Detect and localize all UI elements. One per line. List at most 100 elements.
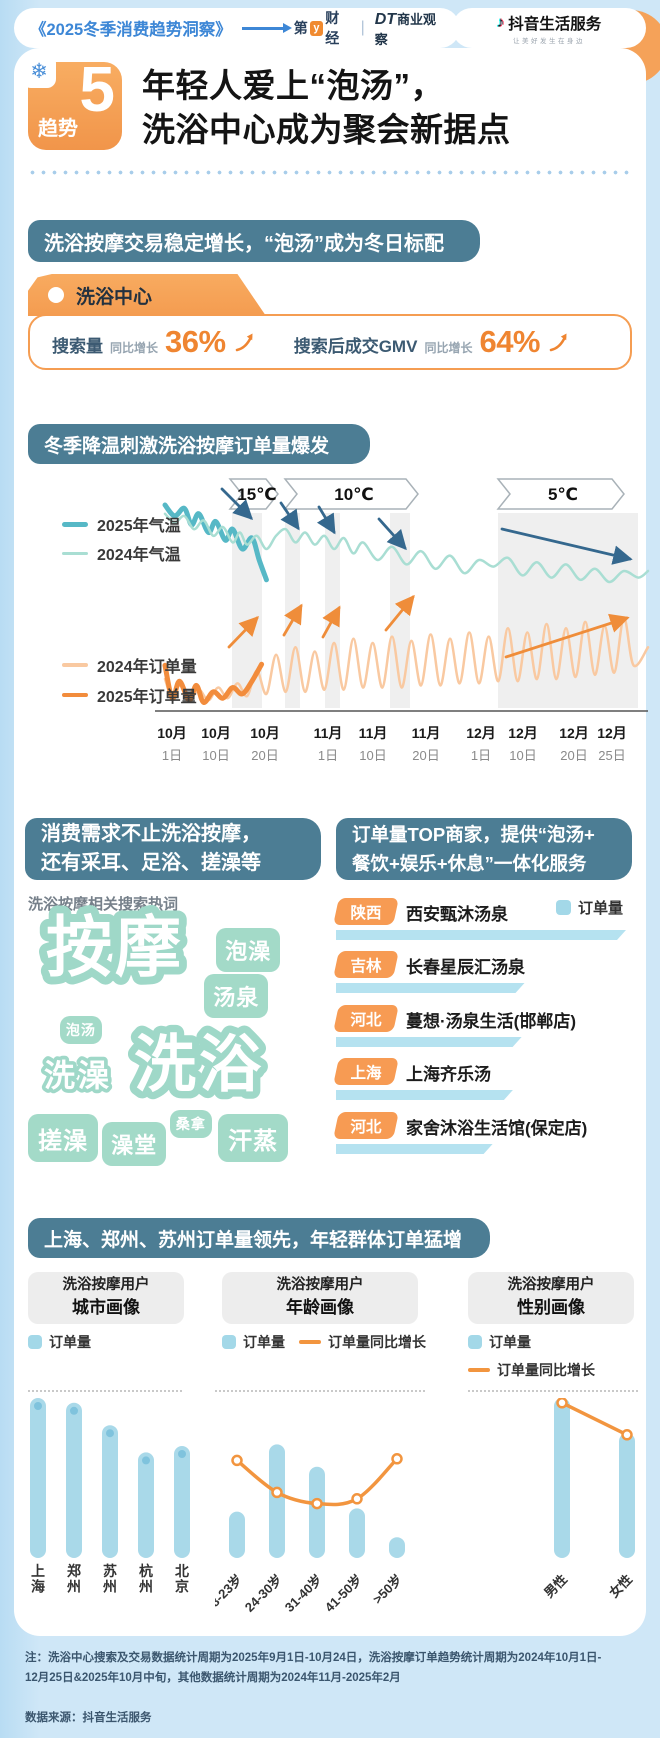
age-legend-row: 订单量 订单量同比增长 xyxy=(222,1332,426,1352)
stat-label: 搜索后成交GMV xyxy=(293,337,418,356)
trend-badge: 趋势 5 xyxy=(28,53,122,150)
bar-cap-dot xyxy=(178,1450,186,1458)
panel-title-line1: 洗浴按摩用户 xyxy=(62,1277,150,1294)
page-title: 年轻人爱上“泡汤”， 洗浴中心成为聚会新据点 xyxy=(142,64,511,152)
growth-marker xyxy=(391,1453,403,1465)
legend-label: 2025年订单量 xyxy=(97,689,197,706)
bar-31-40岁 xyxy=(309,1466,325,1558)
legend-label: 2025年气温 xyxy=(97,518,181,535)
city-legend-bar: 订单量 xyxy=(28,1332,91,1352)
trend-badge-number: 5 xyxy=(79,53,115,125)
bar-杭州 xyxy=(138,1452,154,1558)
growth-marker xyxy=(556,1398,568,1409)
legend-label: 订单量 xyxy=(489,1334,531,1350)
panel-title-line1: 洗浴按摩用户 xyxy=(507,1277,595,1294)
category-label: 24-30岁 xyxy=(242,1572,285,1615)
x-tick-day: 20日 xyxy=(251,748,278,763)
dt-logo-rest: 商业观察 xyxy=(374,11,437,47)
category-label: 18-23岁 xyxy=(215,1572,245,1615)
category-label: 女性 xyxy=(606,1572,635,1601)
bar-上海 xyxy=(30,1398,46,1558)
wordcloud-word-泡汤: 泡汤 xyxy=(60,1016,102,1044)
report-title: 《2025冬季消费趋势洞察》 xyxy=(30,21,232,39)
panel-title-line1: 洗浴按摩用户 xyxy=(276,1277,364,1294)
merchant-name: 蔓想·汤泉生活(邯郸店) xyxy=(406,1012,576,1031)
cbn-logo-text2: 财经 xyxy=(325,10,340,46)
category-label: 郑州 xyxy=(66,1563,81,1595)
stat-label: 搜索量 xyxy=(52,337,103,356)
x-tick-month: 12月 xyxy=(466,725,496,741)
x-tick-month: 12月 xyxy=(508,725,538,741)
stat-gmv: 搜索后成交GMV 同比增长 64% xyxy=(293,324,541,360)
needs-heading-line1: 消费需求不止洗浴按摩， xyxy=(41,823,261,845)
needs-heading-line2: 还有采耳、足浴、搓澡等 xyxy=(41,852,261,874)
merchant-region-label: 陕西 xyxy=(350,904,382,922)
merchant-region-label: 吉林 xyxy=(350,957,382,975)
section-heading-city: 上海、郑州、苏州订单量领先，年轻群体订单猛增 xyxy=(28,1218,490,1258)
bar-41-50岁 xyxy=(349,1508,365,1558)
temperature-markers: 15℃ 10℃ 5℃ xyxy=(228,478,625,510)
x-tick-month: 10月 xyxy=(157,725,187,741)
douyin-logo-text: 抖音生活服务 xyxy=(508,15,602,33)
panel-title-gender: 洗浴按摩用户 性别画像 xyxy=(468,1272,634,1324)
footer-source: 数据来源：抖音生活服务 xyxy=(25,1712,152,1724)
growth-marker xyxy=(271,1486,283,1499)
wordcloud-word-汤泉: 汤泉 xyxy=(204,974,269,1019)
merchant-region-label: 上海 xyxy=(350,1064,382,1082)
merchant-order-bar xyxy=(336,1037,522,1047)
panel-title-line2: 城市画像 xyxy=(72,1298,140,1318)
merchant-name: 西安甄沐汤泉 xyxy=(406,905,508,924)
wordcloud-text: 洗浴 xyxy=(134,1030,264,1099)
category-label: 杭州 xyxy=(138,1563,153,1595)
stats-card: 搜索量 同比增长 36% 搜索后成交GMV 同比增长 64% xyxy=(28,314,632,370)
dotted-separator xyxy=(30,170,630,175)
growth-marker xyxy=(311,1497,323,1510)
legend-order-2024: 2024年订单量 xyxy=(62,653,197,677)
category-label: 31-40岁 xyxy=(282,1572,325,1615)
legend-line-swatch xyxy=(62,663,88,667)
panel-title-age: 洗浴按摩用户 年龄画像 xyxy=(222,1272,418,1324)
trend-badge-label: 趋势 xyxy=(38,118,78,140)
x-tick-day: 1日 xyxy=(318,748,338,763)
gender-legend-line: 订单量同比增长 xyxy=(468,1360,595,1380)
stat-value: 64% xyxy=(479,324,540,359)
category-label: 苏州 xyxy=(102,1563,117,1595)
merchant-order-bar xyxy=(336,983,525,993)
merchant-legend: 订单量 xyxy=(556,897,623,918)
merchant-order-bar xyxy=(336,1090,513,1100)
bar-24-30岁 xyxy=(269,1444,285,1558)
douyin-slogan: 让美好发生在身边 xyxy=(513,37,585,45)
wordcloud-word-洗澡: 洗澡 xyxy=(40,1055,112,1097)
legend-line-swatch xyxy=(299,1339,321,1345)
topbar-right: ♪ 抖音生活服务 让美好发生在身边 xyxy=(452,8,646,48)
category-label: 41-50岁 xyxy=(322,1572,365,1615)
x-tick-day: 1日 xyxy=(162,748,182,763)
dt-logo-bold: DT xyxy=(374,10,397,28)
wordcloud-subtitle: 洗浴按摩相关搜索热词 xyxy=(28,896,179,913)
temp-marker-15: 15℃ xyxy=(237,485,277,504)
bar-cap-dot xyxy=(106,1429,114,1438)
merchant-region-tag: 吉林 xyxy=(336,951,396,978)
order-rise-arrows xyxy=(227,594,630,659)
wordcloud-text: 按摩 xyxy=(46,910,184,984)
x-tick-month: 12月 xyxy=(597,725,627,741)
category-label: 上海 xyxy=(31,1563,45,1595)
panel-title-city: 洗浴按摩用户 城市画像 xyxy=(28,1272,184,1324)
wordcloud-word-汗蒸: 汗蒸 xyxy=(218,1114,289,1163)
legend-label: 订单量同比增长 xyxy=(497,1362,595,1378)
category-label: >50岁 xyxy=(370,1572,405,1607)
merchant-order-bar xyxy=(336,1144,493,1154)
merchant-name: 上海齐乐汤 xyxy=(406,1065,491,1084)
wordcloud-text: 洗澡 xyxy=(44,1059,112,1094)
logo-divider: | xyxy=(360,19,365,36)
merchant-name: 家舍沐浴生活馆(保定店) xyxy=(406,1119,588,1138)
panel-separator xyxy=(28,1390,182,1392)
growth-marker xyxy=(231,1454,243,1467)
legend-line-swatch xyxy=(468,1367,490,1373)
panel-separator xyxy=(468,1390,638,1392)
legend-line-swatch xyxy=(62,551,88,555)
bar-18-23岁 xyxy=(229,1511,245,1558)
